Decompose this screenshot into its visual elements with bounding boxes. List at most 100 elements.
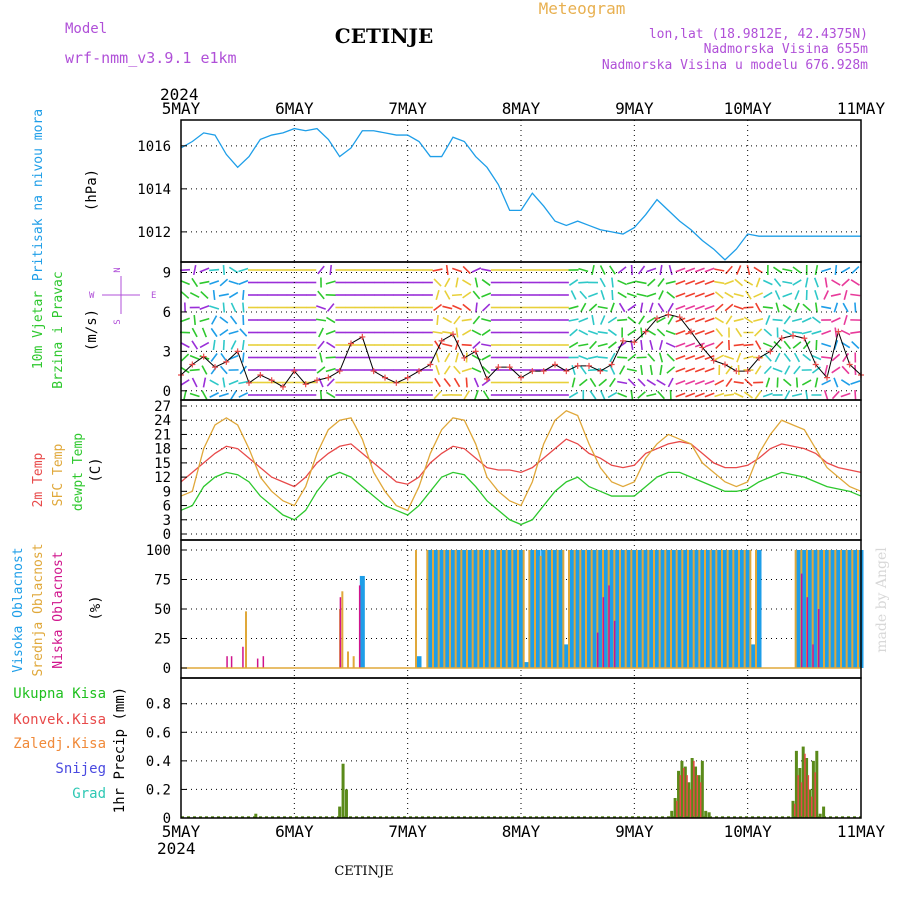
mid-cloud-bar bbox=[494, 550, 497, 668]
wind-arrow bbox=[685, 367, 696, 373]
wind-arrow bbox=[754, 365, 762, 375]
wind-arrow bbox=[714, 316, 724, 324]
high-cloud-bar bbox=[711, 550, 717, 668]
mid-cloud-bar bbox=[539, 555, 542, 668]
mid-cloud-bar bbox=[630, 550, 633, 668]
convective-rain-bar bbox=[682, 768, 685, 818]
wind-arrow bbox=[238, 279, 249, 286]
wind-arrow bbox=[241, 352, 245, 363]
wind-arrow bbox=[472, 290, 481, 300]
y-tick-label: 27 bbox=[154, 399, 171, 415]
wind-arrow bbox=[617, 279, 628, 286]
svg-text:E: E bbox=[151, 291, 156, 301]
wind-arrow bbox=[774, 290, 781, 300]
wind-arrow bbox=[658, 339, 664, 351]
wind-arrow bbox=[762, 279, 773, 286]
high-cloud-bar bbox=[484, 550, 490, 668]
total-rain-bar bbox=[811, 760, 815, 818]
wind-arrow bbox=[646, 292, 657, 298]
wind-gust-mark bbox=[370, 368, 377, 375]
mid-cloud-bar bbox=[715, 550, 718, 668]
wind-gust-mark bbox=[586, 362, 592, 369]
pressure-unit: (hPa) bbox=[84, 169, 100, 211]
wind-arrow bbox=[326, 378, 335, 387]
wind-arrow bbox=[725, 365, 733, 375]
high-cloud-bar bbox=[643, 550, 649, 668]
high-cloud-bar bbox=[716, 550, 722, 668]
wind-arrow bbox=[649, 364, 653, 376]
wind-arrow bbox=[578, 329, 589, 336]
y-tick-label: 1014 bbox=[137, 182, 171, 198]
convective-rain-bar bbox=[689, 789, 692, 818]
mid-cloud-bar bbox=[505, 550, 508, 668]
wind-arrow bbox=[329, 264, 333, 276]
wind-arrow bbox=[325, 367, 336, 373]
wind-arrow bbox=[599, 277, 606, 288]
wind-gust-mark bbox=[234, 348, 241, 355]
wind-arrow bbox=[782, 292, 793, 298]
wind-arrow bbox=[482, 303, 491, 312]
wind-arrow bbox=[694, 367, 705, 373]
wind-arrow bbox=[821, 267, 832, 273]
wind-arrow bbox=[657, 278, 665, 287]
wind-arrow bbox=[801, 330, 812, 335]
wind-arrow bbox=[811, 354, 822, 361]
wind-gust-mark bbox=[495, 364, 502, 371]
wind-arrow bbox=[685, 267, 696, 273]
wind-arrow bbox=[793, 352, 801, 363]
wind-arrow bbox=[842, 352, 850, 363]
x-axis-top: 5MAY 6MAY 7MAY 8MAY 9MAY 10MAY 11MAY bbox=[162, 99, 886, 118]
wind-arrow bbox=[230, 302, 237, 313]
mid-cloud-bar bbox=[511, 550, 514, 668]
model-label: Model bbox=[65, 21, 107, 37]
mid-cloud-bar bbox=[460, 550, 463, 668]
wind-arrow bbox=[743, 316, 754, 324]
wind-arrow bbox=[569, 328, 578, 337]
wind-gust-mark bbox=[257, 372, 264, 379]
wind-arrow bbox=[793, 365, 801, 375]
wind-arrow bbox=[222, 339, 225, 351]
wind-arrow bbox=[791, 331, 803, 334]
wind-arrow bbox=[228, 291, 239, 299]
precip-legend: Ukupna Kisa Konvek.Kisa Zaledj.Kisa Snijeg G… bbox=[13, 686, 106, 802]
wind-arrow bbox=[209, 280, 220, 285]
wind-arrow bbox=[823, 290, 829, 300]
wind-arrow bbox=[773, 278, 782, 287]
high-cloud-bar bbox=[416, 656, 422, 668]
wind-arrow bbox=[617, 392, 628, 398]
wind-gust-mark bbox=[812, 361, 819, 368]
wind-arrow bbox=[675, 380, 686, 385]
mid-cloud-bar bbox=[347, 651, 349, 668]
x-tick-top: 11MAY bbox=[837, 99, 886, 118]
wind-gust-mark bbox=[654, 315, 660, 322]
mid-cloud-bar bbox=[341, 591, 344, 668]
wind-arrow bbox=[833, 302, 839, 313]
wind-arrow bbox=[775, 302, 780, 313]
wind-arrow bbox=[783, 353, 791, 362]
wind-arrow bbox=[704, 292, 715, 298]
wind-arrow bbox=[219, 328, 229, 337]
wind-arrow bbox=[617, 266, 627, 274]
wind-arrow bbox=[704, 380, 715, 385]
wind-arrow bbox=[694, 342, 705, 348]
mid-cloud-bar bbox=[834, 550, 837, 668]
high-cloud-title: Visoka Oblacnost bbox=[11, 547, 26, 672]
wind-arrow bbox=[792, 341, 802, 349]
wind-arrow bbox=[239, 328, 248, 337]
wind-arrow bbox=[656, 328, 666, 337]
wind-arrow bbox=[704, 342, 715, 348]
mid-cloud-bar bbox=[675, 550, 678, 668]
wind-arrow bbox=[191, 377, 198, 388]
y-tick-label: 0.6 bbox=[146, 725, 171, 741]
y-tick-label: 6 bbox=[163, 499, 171, 515]
high-cloud-bar bbox=[569, 550, 575, 668]
wind-arrow bbox=[199, 267, 210, 273]
wind-arrow bbox=[725, 377, 733, 388]
wind-arrow bbox=[597, 342, 608, 348]
total-rain-bar bbox=[670, 810, 674, 818]
wind-arrow bbox=[229, 315, 238, 325]
wind-arrow bbox=[646, 393, 657, 397]
wind-gust-mark bbox=[223, 358, 230, 365]
wind-arrow bbox=[831, 366, 841, 374]
